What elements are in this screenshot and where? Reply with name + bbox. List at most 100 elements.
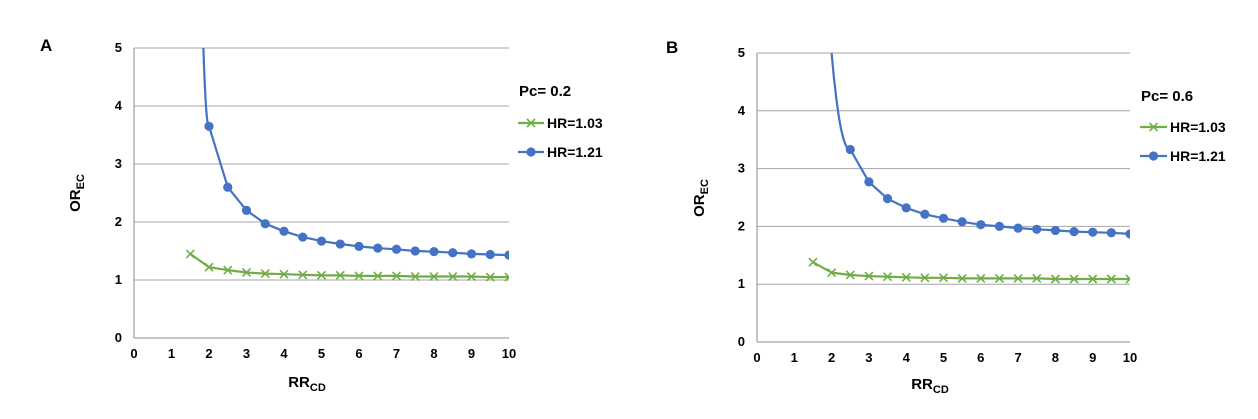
- legend-label: HR=1.03: [547, 115, 603, 131]
- data-point: [957, 217, 967, 227]
- data-point: [920, 209, 930, 219]
- x-tick-label: 2: [828, 350, 835, 365]
- y-tick-label: 3: [738, 161, 745, 176]
- data-point: [1106, 274, 1116, 284]
- data-point: [994, 221, 1005, 231]
- marker-stroke: [1125, 277, 1130, 284]
- x-axis-title-main: RR: [911, 376, 933, 393]
- data-point: [448, 271, 458, 282]
- y-tick-label: 2: [738, 218, 745, 233]
- data-point: [373, 271, 383, 281]
- y-tick-label: 1: [115, 272, 122, 287]
- data-point: [335, 239, 345, 249]
- data-point: [864, 177, 874, 187]
- marker-stroke: [1013, 273, 1023, 283]
- x-tick-label: 2: [205, 346, 212, 361]
- y-tick-label: 3: [115, 156, 122, 171]
- marker-stroke: [429, 271, 439, 282]
- x-tick-label: 1: [168, 346, 175, 361]
- legend-entry: HR=1.03: [518, 115, 603, 131]
- y-tick-label: 2: [115, 214, 122, 229]
- gridlines: [134, 47, 509, 339]
- x-tick-label: 7: [393, 346, 400, 361]
- legend-title: Pc= 0.6: [1141, 88, 1193, 105]
- y-tick-label: 5: [738, 45, 745, 60]
- data-point: [1088, 274, 1098, 284]
- series-line: [830, 53, 1130, 235]
- data-point: [938, 213, 949, 223]
- data-point: [864, 271, 874, 281]
- data-point: [260, 269, 270, 279]
- data-point: [204, 121, 214, 131]
- marker-stroke: [279, 269, 289, 279]
- x-tick-label: 8: [430, 346, 437, 361]
- y-tick-label: 0: [738, 334, 745, 349]
- data-point: [429, 246, 439, 257]
- data-point: [410, 246, 420, 256]
- legend-title: Pc= 0.2: [519, 83, 571, 100]
- data-point: [223, 265, 233, 275]
- data-point: [485, 272, 495, 282]
- data-point: [1050, 274, 1060, 284]
- data-point: [938, 273, 949, 283]
- data-point: [185, 249, 195, 259]
- series-line: [189, 253, 509, 279]
- data-point: [354, 241, 364, 251]
- data-point: [241, 205, 252, 215]
- y-tick-label: 5: [115, 40, 122, 55]
- x-tick-label: 6: [355, 346, 362, 361]
- data-point: [920, 273, 930, 283]
- marker-stroke: [410, 271, 420, 282]
- x-tick-label: 3: [865, 350, 872, 365]
- marker-stroke: [1106, 274, 1116, 284]
- panel-letter: A: [40, 36, 52, 55]
- y-axis-title: OREC: [67, 174, 87, 212]
- data-point: [448, 248, 458, 258]
- marker-stroke: [976, 273, 986, 283]
- data-point: [316, 236, 327, 246]
- x-tick-label: 5: [940, 350, 947, 365]
- data-point: [827, 268, 837, 278]
- x-tick-label: 4: [280, 346, 288, 361]
- x-tick-label: 7: [1014, 350, 1021, 365]
- x-axis-title-main: RR: [288, 374, 310, 391]
- x-tick-label: 0: [130, 346, 137, 361]
- data-point: [1050, 225, 1060, 236]
- data-point: [1125, 229, 1130, 239]
- series-2: [830, 53, 1130, 239]
- series-line: [812, 261, 1130, 281]
- marker-stroke: [920, 273, 930, 283]
- series-1: [185, 249, 509, 282]
- panel-letter: B: [666, 38, 678, 57]
- marker-stroke: [204, 262, 214, 272]
- marker-stroke: [1125, 274, 1130, 281]
- x-tick-label: 3: [243, 346, 250, 361]
- data-point: [410, 271, 420, 282]
- x-tick-label: 0: [753, 350, 760, 365]
- data-point: [223, 182, 233, 192]
- data-point: [882, 194, 893, 204]
- data-point: [391, 244, 402, 254]
- data-point: [466, 249, 477, 259]
- marker-stroke: [504, 275, 509, 282]
- marker-stroke: [504, 272, 509, 279]
- data-point: [298, 270, 308, 280]
- x-tick-label: 6: [977, 350, 984, 365]
- legend-label: HR=1.21: [1170, 148, 1226, 164]
- marker-stroke: [391, 271, 402, 281]
- marker-stroke: [938, 273, 949, 283]
- marker-stroke: [260, 269, 270, 279]
- marker-stroke: [466, 271, 477, 282]
- data-point: [1069, 227, 1079, 237]
- data-point: [994, 273, 1005, 283]
- y-axis-title-sub: EC: [699, 179, 711, 194]
- data-point: [316, 270, 327, 280]
- data-point: [957, 273, 967, 283]
- legend-marker: [1148, 122, 1159, 132]
- marker-stroke: [882, 272, 893, 282]
- data-point: [1125, 274, 1130, 284]
- legend-entry: HR=1.03: [1140, 119, 1226, 135]
- y-tick-label: 1: [738, 276, 745, 291]
- y-axis-title-sub: EC: [75, 174, 87, 189]
- x-tick-label: 5: [318, 346, 325, 361]
